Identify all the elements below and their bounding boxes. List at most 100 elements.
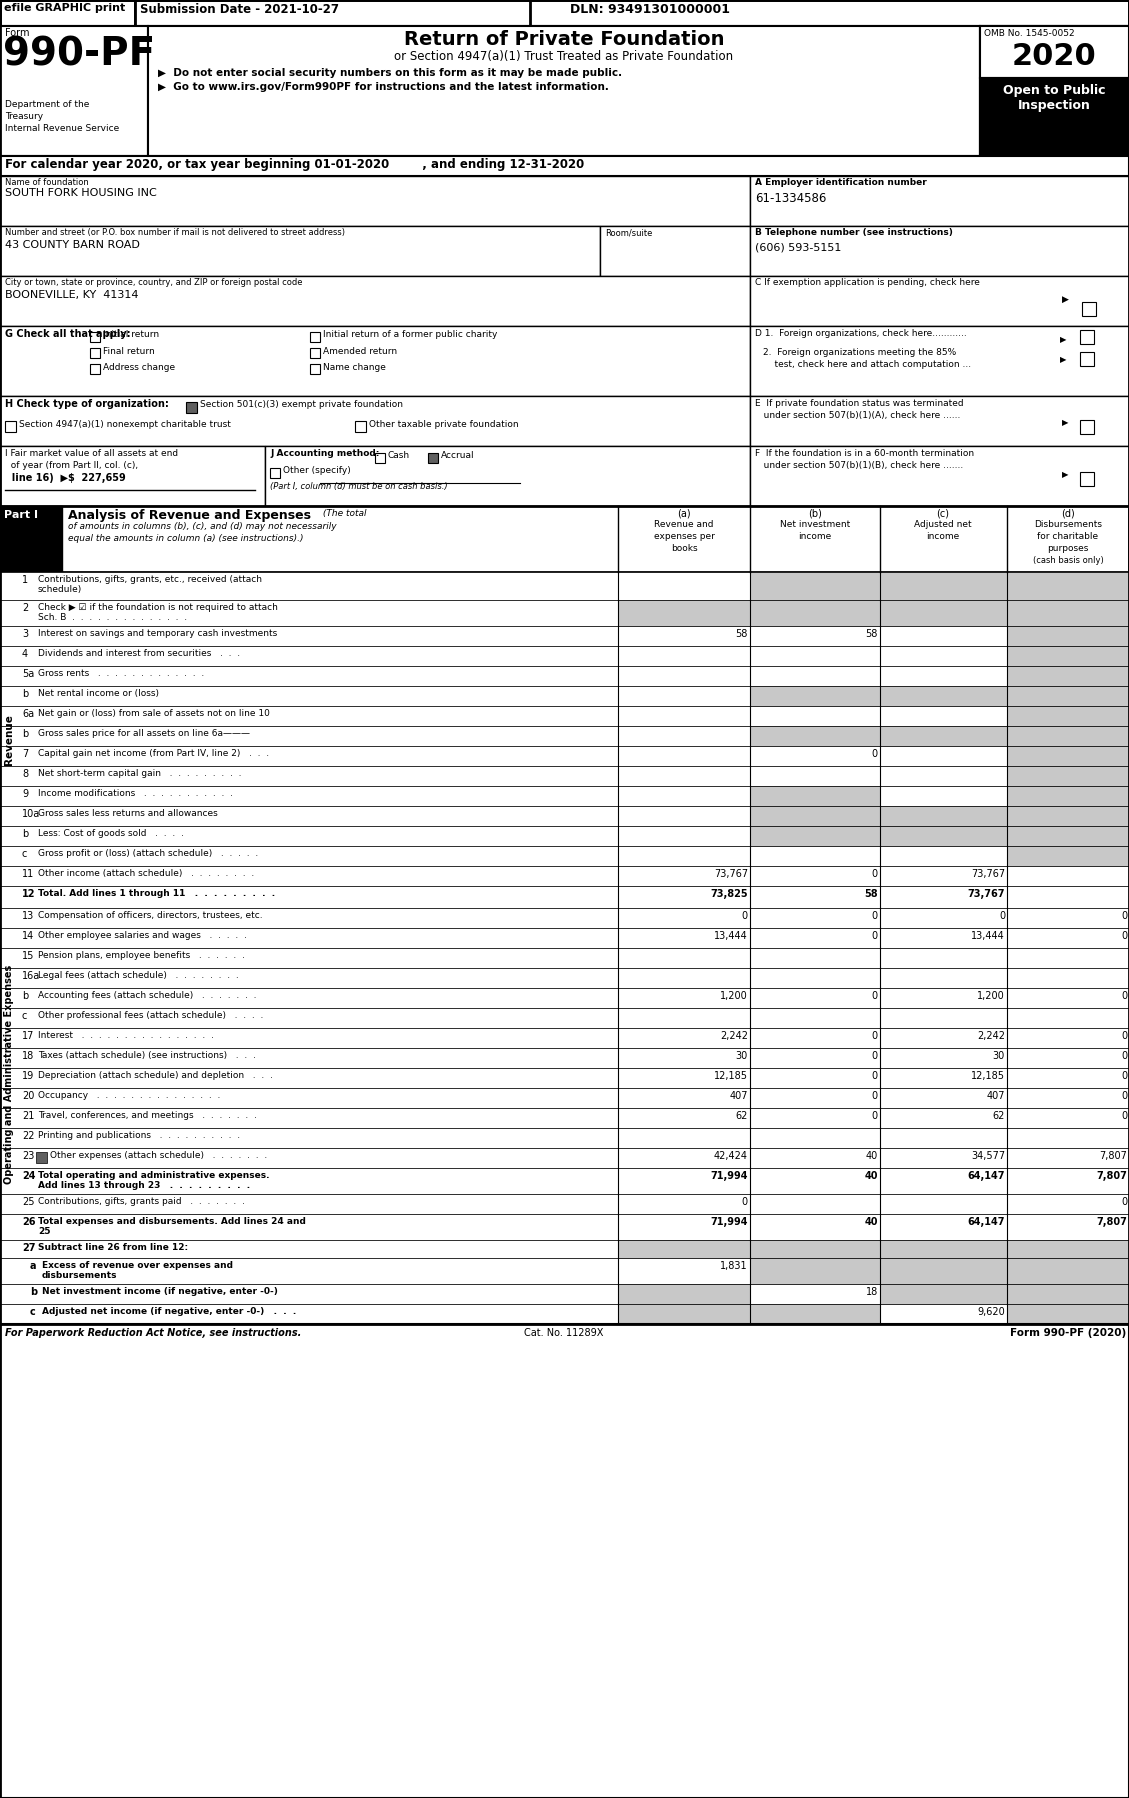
Bar bbox=[879, 806, 1007, 825]
Text: Pension plans, employee benefits   .  .  .  .  .  .: Pension plans, employee benefits . . . .… bbox=[38, 951, 245, 960]
Bar bbox=[310, 333, 320, 342]
Text: 18: 18 bbox=[866, 1287, 878, 1296]
Text: 64,147: 64,147 bbox=[968, 1170, 1005, 1181]
Bar bbox=[0, 1214, 1129, 1241]
Text: 0: 0 bbox=[1121, 1111, 1127, 1120]
Bar bbox=[375, 453, 385, 464]
Text: Revenue and: Revenue and bbox=[654, 520, 714, 529]
Text: 20: 20 bbox=[21, 1091, 34, 1100]
Text: 0: 0 bbox=[872, 1072, 878, 1081]
Text: ▶  Do not enter social security numbers on this form as it may be made public.: ▶ Do not enter social security numbers o… bbox=[158, 68, 622, 77]
Bar bbox=[1007, 1284, 1129, 1304]
Text: H Check type of organization:: H Check type of organization: bbox=[5, 399, 169, 408]
Text: 990-PF: 990-PF bbox=[3, 36, 156, 74]
Bar bbox=[1007, 1259, 1129, 1284]
Bar bbox=[186, 403, 196, 414]
Text: E  If private foundation status was terminated: E If private foundation status was termi… bbox=[755, 399, 964, 408]
Bar bbox=[0, 0, 1129, 25]
Text: Gross sales price for all assets on line 6a———: Gross sales price for all assets on line… bbox=[38, 728, 250, 737]
Bar bbox=[0, 505, 1129, 572]
Bar bbox=[1007, 572, 1129, 601]
Bar bbox=[90, 333, 100, 342]
Text: a: a bbox=[30, 1260, 36, 1271]
Text: 0: 0 bbox=[872, 1052, 878, 1061]
Text: A Employer identification number: A Employer identification number bbox=[755, 178, 927, 187]
Text: I Fair market value of all assets at end: I Fair market value of all assets at end bbox=[5, 450, 178, 458]
Text: 15: 15 bbox=[21, 951, 34, 960]
Bar bbox=[750, 1241, 879, 1259]
Text: for charitable: for charitable bbox=[1038, 532, 1099, 541]
Text: Net investment income (if negative, enter -0-): Net investment income (if negative, ente… bbox=[42, 1287, 278, 1296]
Text: Sch. B  .  .  .  .  .  .  .  .  .  .  .  .  .  .: Sch. B . . . . . . . . . . . . . . bbox=[38, 613, 187, 622]
Bar bbox=[0, 572, 1129, 601]
Text: 13,444: 13,444 bbox=[971, 931, 1005, 940]
Text: 7: 7 bbox=[21, 750, 28, 759]
Text: c: c bbox=[30, 1307, 36, 1316]
Text: 4: 4 bbox=[21, 649, 28, 660]
Text: 27: 27 bbox=[21, 1242, 35, 1253]
Bar bbox=[980, 25, 1129, 77]
Text: 6a: 6a bbox=[21, 708, 34, 719]
Text: schedule): schedule) bbox=[38, 584, 82, 593]
Bar bbox=[0, 0, 135, 25]
Text: of year (from Part II, col. (c),: of year (from Part II, col. (c), bbox=[5, 460, 138, 469]
Bar bbox=[750, 396, 1129, 446]
Bar bbox=[0, 987, 1129, 1009]
Text: 58: 58 bbox=[865, 888, 878, 899]
Text: 17: 17 bbox=[21, 1030, 34, 1041]
Text: Travel, conferences, and meetings   .  .  .  .  .  .  .: Travel, conferences, and meetings . . . … bbox=[38, 1111, 257, 1120]
Text: 0: 0 bbox=[742, 912, 749, 921]
Text: 73,767: 73,767 bbox=[968, 888, 1005, 899]
Text: F  If the foundation is in a 60-month termination: F If the foundation is in a 60-month ter… bbox=[755, 450, 974, 458]
Bar bbox=[750, 1259, 879, 1284]
Text: b: b bbox=[21, 689, 28, 699]
Bar bbox=[5, 421, 16, 432]
Text: books: books bbox=[671, 545, 698, 554]
Text: Gross profit or (loss) (attach schedule)   .  .  .  .  .: Gross profit or (loss) (attach schedule)… bbox=[38, 849, 259, 858]
Text: 0: 0 bbox=[999, 912, 1005, 921]
Text: 0: 0 bbox=[872, 991, 878, 1001]
Text: under section 507(b)(1)(A), check here ......: under section 507(b)(1)(A), check here .… bbox=[755, 412, 961, 421]
Bar bbox=[750, 446, 1129, 505]
Text: G Check all that apply:: G Check all that apply: bbox=[5, 329, 131, 340]
Bar bbox=[0, 928, 1129, 948]
Bar bbox=[1080, 331, 1094, 343]
Text: 0: 0 bbox=[872, 868, 878, 879]
Text: Cat. No. 11289X: Cat. No. 11289X bbox=[524, 1329, 604, 1338]
Bar bbox=[750, 227, 1129, 277]
Bar bbox=[0, 156, 1129, 176]
Text: 40: 40 bbox=[866, 1151, 878, 1162]
Bar bbox=[879, 1259, 1007, 1284]
Text: 71,994: 71,994 bbox=[710, 1170, 749, 1181]
Text: income: income bbox=[798, 532, 832, 541]
Text: Revenue: Revenue bbox=[5, 714, 14, 766]
Text: 7,807: 7,807 bbox=[1100, 1151, 1127, 1162]
Text: c: c bbox=[21, 849, 27, 859]
Bar bbox=[1082, 302, 1096, 316]
Text: Other expenses (attach schedule)   .  .  .  .  .  .  .: Other expenses (attach schedule) . . . .… bbox=[50, 1151, 268, 1160]
Text: 40: 40 bbox=[865, 1217, 878, 1226]
Bar bbox=[1007, 847, 1129, 867]
Text: 407: 407 bbox=[987, 1091, 1005, 1100]
Bar bbox=[0, 786, 1129, 806]
Text: For Paperwork Reduction Act Notice, see instructions.: For Paperwork Reduction Act Notice, see … bbox=[5, 1329, 301, 1338]
Bar bbox=[750, 601, 879, 626]
Text: 25: 25 bbox=[38, 1226, 51, 1235]
Text: 7,807: 7,807 bbox=[1096, 1217, 1127, 1226]
Bar bbox=[0, 396, 750, 446]
Text: of amounts in columns (b), (c), and (d) may not necessarily: of amounts in columns (b), (c), and (d) … bbox=[68, 521, 336, 530]
Bar bbox=[0, 1088, 1129, 1108]
Bar bbox=[0, 886, 1129, 908]
Text: Gross rents   .  .  .  .  .  .  .  .  .  .  .  .  .: Gross rents . . . . . . . . . . . . . bbox=[38, 669, 204, 678]
Bar bbox=[0, 1127, 1129, 1147]
Text: Excess of revenue over expenses and: Excess of revenue over expenses and bbox=[42, 1260, 233, 1269]
Bar bbox=[1007, 766, 1129, 786]
Text: Amended return: Amended return bbox=[323, 347, 397, 356]
Text: 71,994: 71,994 bbox=[710, 1217, 749, 1226]
Text: Adjusted net: Adjusted net bbox=[914, 520, 972, 529]
Bar bbox=[0, 948, 1129, 967]
Text: 58: 58 bbox=[866, 629, 878, 638]
Text: 0: 0 bbox=[872, 931, 878, 940]
Text: Total operating and administrative expenses.: Total operating and administrative expen… bbox=[38, 1170, 270, 1179]
Text: C If exemption application is pending, check here: C If exemption application is pending, c… bbox=[755, 279, 980, 288]
